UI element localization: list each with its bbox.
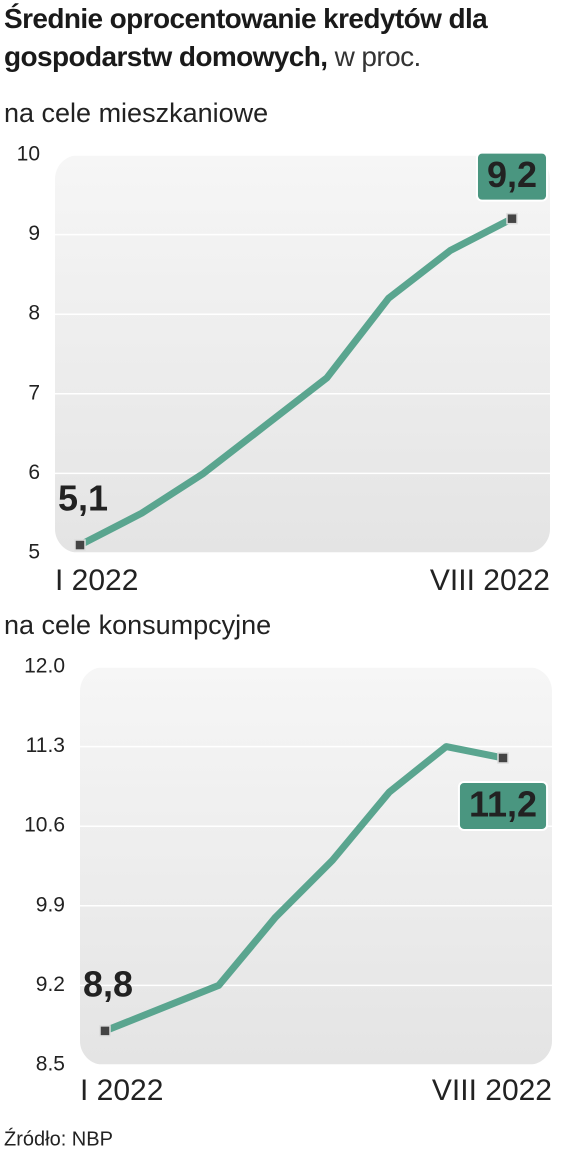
point-marker [506,212,518,225]
y-tick-label: 10.6 [24,814,65,837]
label-box [457,780,549,831]
value-label-box: 11,2 [457,780,549,831]
value-label: 11,2 [469,783,537,824]
chart-subtitle: na cele mieszkaniowe [4,98,268,128]
value-label-box: 9,2 [475,151,549,202]
title-note: w proc. [334,41,422,72]
label-box [475,151,549,202]
point-marker [497,752,509,764]
y-tick-label: 6 [28,461,40,484]
x-tick-label: VIII 2022 [430,564,550,597]
y-tick-label: 10 [17,143,40,166]
point-marker [99,1025,111,1037]
plot-background [55,155,550,553]
y-tick-label: 8.5 [36,1053,65,1076]
x-tick-label: I 2022 [80,1074,163,1107]
y-tick-label: 5 [28,541,40,564]
line [101,743,507,1035]
value-label: 9,2 [487,154,537,195]
source: Źródło: NBP [4,1127,113,1150]
value-label: 5,1 [58,478,108,519]
y-tick-label: 9.9 [36,893,65,916]
y-tick-label: 11.3 [26,734,65,757]
y-tick-label: 9 [28,222,40,245]
x-tick-label: I 2022 [55,564,138,597]
chart-subtitle: na cele konsumpcyjne [4,610,271,640]
plot-background [80,667,552,1065]
line [76,215,516,549]
y-tick-label: 8 [28,302,40,325]
title: Średnie oprocentowanie kredytów dla gosp… [4,3,488,72]
title-block: Średnie oprocentowanie kredytów dla gosp… [4,0,564,76]
y-tick-label: 12.0 [24,655,65,678]
y-tick-label: 7 [28,381,40,404]
value-label: 8,8 [83,963,133,1004]
x-tick-label: VIII 2022 [432,1074,552,1107]
y-tick-label: 9.2 [36,973,65,996]
point-marker [74,539,86,551]
